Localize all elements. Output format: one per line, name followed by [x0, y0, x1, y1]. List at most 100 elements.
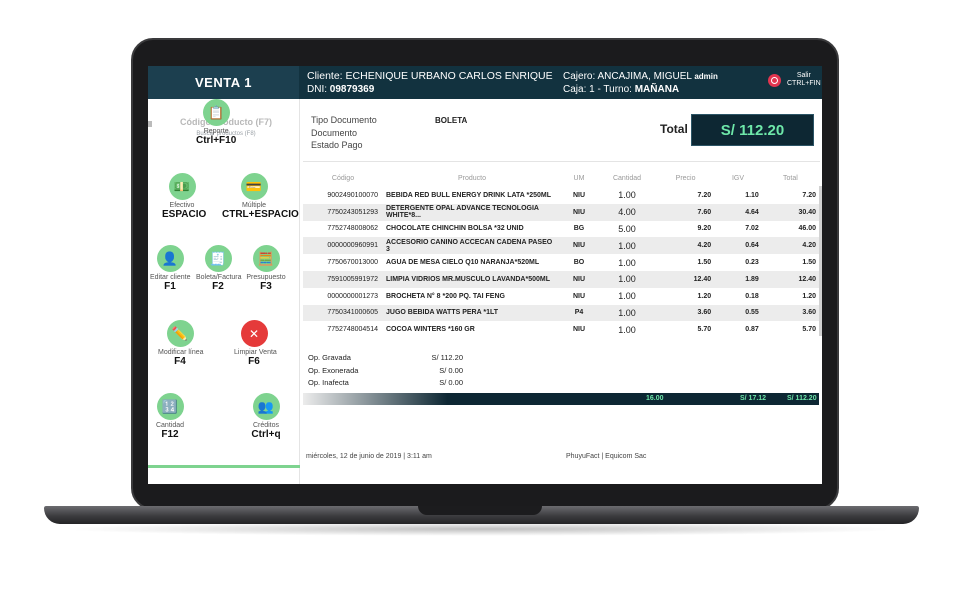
total-label: Total [660, 122, 688, 136]
cash-icon: 💵 [168, 173, 196, 200]
unaffected-label: Op. Inafecta [308, 378, 349, 387]
action-label: Créditos [252, 422, 280, 429]
totals-bar: 16.00 S/ 17.12 S/ 112.20 [303, 393, 819, 405]
action-multiple[interactable]: 💳 Múltiple CTRL+ESPACIO [222, 173, 299, 220]
action-budget[interactable]: 🧮 Presupuesto F3 [246, 245, 286, 292]
item-igv: 1.10 [745, 191, 759, 199]
action-quantity[interactable]: 🔢 Cantidad F12 [150, 393, 190, 440]
action-cash[interactable]: 💵 Efectivo ESPACIO [162, 173, 207, 220]
action-label: Múltiple [241, 202, 267, 209]
item-product: BEBIDA RED BULL ENERGY DRINK LATA *250ML [386, 191, 552, 199]
table-row[interactable]: 7752748008062 CHOCOLATE CHINCHIN BOLSA *… [303, 221, 819, 238]
action-key: F4 [174, 356, 186, 367]
laptop-base [44, 506, 919, 524]
item-total: 1.50 [802, 259, 816, 267]
client-name: Cliente: ECHENIQUE URBANO CARLOS ENRIQUE [307, 70, 553, 82]
doc-label: Documento [311, 127, 358, 138]
column-header: Código [331, 175, 355, 182]
item-price: 4.20 [657, 237, 715, 255]
column-header: UM [573, 175, 585, 182]
payment-status-label: Estado Pago [311, 140, 363, 150]
cashier-info: Cajero: ANCAJIMA, MIGUEL admin Caja: 1 -… [563, 70, 718, 96]
left-panel-accent-bar [148, 465, 300, 468]
action-key: F6 [248, 356, 260, 367]
exempt-label: Op. Exonerada [308, 365, 359, 375]
table-scrollbar[interactable] [819, 186, 822, 336]
item-product: AGUA DE MESA CIELO Q10 NARANJA*520ML [386, 259, 540, 267]
item-product: COCOA WINTERS *160 GR [386, 326, 475, 334]
action-label: Modificar línea [158, 349, 204, 356]
item-total: 7.20 [802, 191, 816, 199]
column-header: Cantidad [612, 175, 642, 182]
action-key: ESPACIO [162, 209, 207, 220]
item-total: 1.20 [802, 292, 816, 300]
client-icon: 👤 [156, 245, 184, 272]
item-um: NIU [572, 292, 586, 300]
item-um: P4 [561, 304, 597, 322]
exempt-value: S/ 0.00 [439, 365, 463, 375]
footer-brand: PhuyuFact | Equicom Sac [566, 453, 647, 460]
table-row[interactable]: 7750670013000 AGUA DE MESA CIELO Q10 NAR… [303, 254, 819, 271]
action-edit-client[interactable]: 👤 Editar cliente F1 [150, 245, 190, 292]
item-qty[interactable]: 1.00 [618, 291, 636, 302]
logout-text: Salir CTRL+FIN [787, 72, 821, 88]
shift-value: MAÑANA [634, 84, 680, 95]
action-key: Ctrl+q [251, 429, 281, 440]
item-code: 7750243051293 [303, 203, 383, 221]
dni-label: DNI: [307, 84, 327, 95]
item-um: NIU [572, 326, 586, 334]
table-row[interactable]: 0000000001273 BROCHETA N° 8 *200 PQ. TAI… [303, 288, 819, 305]
item-price: 7.60 [657, 203, 715, 221]
table-row[interactable]: 0000000960991 ACCESORIO CANINO ACCECAN C… [303, 237, 819, 255]
table-row[interactable]: 7750341000605 JUGO BEBIDA WATTS PERA *1L… [303, 304, 819, 322]
item-qty[interactable]: 4.00 [597, 203, 657, 221]
logout-button[interactable]: Salir CTRL+FIN [768, 72, 821, 88]
item-igv: 0.23 [745, 259, 759, 267]
item-um: BG [573, 225, 585, 233]
item-qty[interactable]: 1.00 [597, 270, 657, 288]
table-row[interactable]: 7752748004514 COCOA WINTERS *160 GR NIU … [303, 321, 819, 338]
item-qty[interactable]: 1.00 [597, 237, 657, 255]
item-qty[interactable]: 5.00 [618, 223, 636, 234]
item-product: ACCESORIO CANINO ACCECAN CADENA PASEO 3 [383, 237, 561, 255]
operation-summary: Op. Gravada S/ 112.20 Op. Exonerada S/ 0… [308, 352, 463, 390]
item-um: BO [573, 259, 585, 267]
column-header: IGV [731, 175, 745, 182]
cashier-name: Cajero: ANCAJIMA, MIGUEL [563, 71, 692, 82]
item-qty[interactable]: 1.00 [618, 324, 636, 335]
left-panel: Código Producto (F7) Buscar productos (F… [148, 99, 300, 484]
action-clear-sale[interactable]: ✕ Limpiar Venta F6 [234, 320, 277, 367]
register-label: Caja: 1 - Turno: [563, 84, 632, 95]
item-price: 5.70 [697, 326, 712, 334]
power-icon [768, 73, 781, 87]
table-row[interactable]: 7591005991972 LIMPIA VIDRIOS MR.MUSCULO … [303, 270, 819, 288]
action-key: F1 [164, 281, 176, 292]
section-divider [303, 161, 820, 162]
document-icon: 🧾 [204, 245, 232, 272]
item-qty[interactable]: 1.00 [618, 257, 636, 268]
doc-type-value[interactable]: BOLETA [435, 116, 468, 125]
summary-row: Op. Exonerada S/ 0.00 [308, 365, 463, 378]
action-credits[interactable]: 👥 Créditos Ctrl+q [246, 393, 286, 440]
search-products-link[interactable]: Buscar productos (F8) [196, 131, 256, 137]
action-report[interactable]: 📋 Reporte Ctrl+F10 [196, 99, 236, 146]
action-key: F12 [161, 429, 179, 440]
credits-icon: 👥 [252, 393, 280, 420]
table-row[interactable]: 9002490100070 BEBIDA RED BULL ENERGY DRI… [303, 187, 819, 204]
action-receipt-invoice[interactable]: 🧾 Boleta/Factura F2 [196, 245, 242, 292]
report-icon: 📋 [202, 99, 230, 126]
table-header-row: Código Producto UM Cantidad Precio IGV T… [303, 170, 819, 187]
action-key: F2 [212, 281, 224, 292]
action-modify-line[interactable]: ✏️ Modificar línea F4 [158, 320, 204, 367]
item-qty[interactable]: 1.00 [597, 304, 657, 322]
laptop-notch [418, 506, 542, 515]
item-igv: 0.87 [745, 326, 759, 334]
item-price: 1.50 [697, 259, 712, 267]
summary-row: Op. Gravada S/ 112.20 [308, 352, 463, 365]
sale-tab-title[interactable]: VENTA 1 [148, 66, 299, 99]
item-igv: 0.64 [714, 237, 762, 255]
quantity-icon: 🔢 [156, 393, 184, 420]
item-qty[interactable]: 1.00 [618, 190, 636, 201]
item-product: CHOCOLATE CHINCHIN BOLSA *32 UNID [386, 225, 524, 233]
table-row[interactable]: 7750243051293 DETERGENTE OPAL ADVANCE TE… [303, 203, 819, 221]
